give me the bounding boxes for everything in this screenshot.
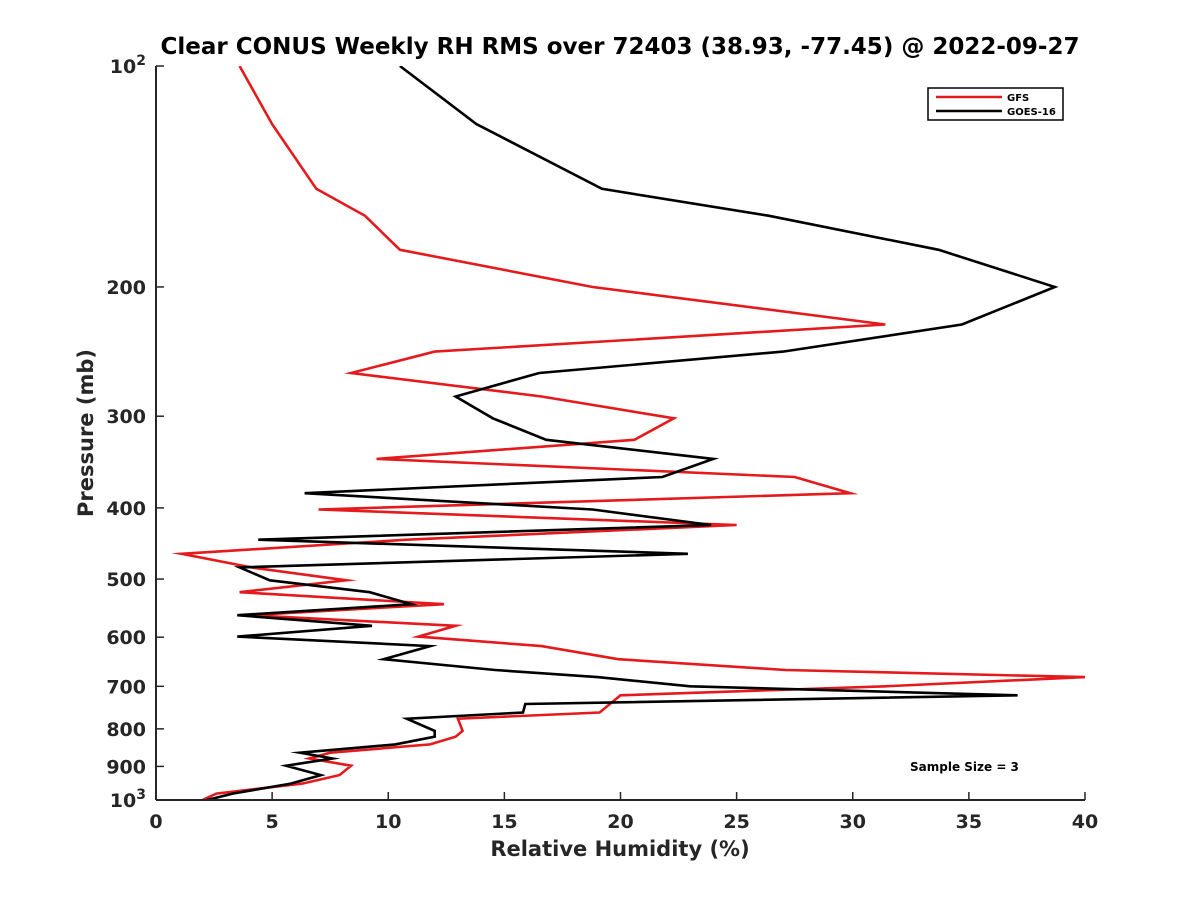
y-tick-label: 400 <box>106 498 146 520</box>
sample-size-annotation: Sample Size = 3 <box>910 760 1019 774</box>
x-tick-label: 5 <box>266 811 279 833</box>
series-line-gfs <box>171 66 1085 800</box>
y-tick-base: 10 <box>110 56 136 78</box>
x-tick-label: 0 <box>149 811 162 833</box>
y-tick-label: 102 <box>110 53 146 78</box>
ticks-layer: 0 5 10 15 20 25 30 35 40102200300400500600700800… <box>106 53 1098 833</box>
y-tick-label: 500 <box>106 569 146 591</box>
legend: GFS GOES-16 <box>927 87 1064 121</box>
x-tick-label: 25 <box>723 811 749 833</box>
x-axis-label: Relative Humidity (%) <box>490 837 749 861</box>
y-tick-label: 200 <box>106 277 146 299</box>
y-tick-label: 800 <box>106 719 146 741</box>
legend-label-goes16: GOES-16 <box>1007 107 1056 118</box>
legend-label-gfs: GFS <box>1007 93 1029 104</box>
legend-box <box>927 87 1064 121</box>
series-line-goes-16 <box>201 66 1059 800</box>
y-tick-label: 700 <box>106 676 146 698</box>
y-tick-label: 300 <box>106 406 146 428</box>
y-tick-exponent: 3 <box>136 787 146 803</box>
x-tick-label: 40 <box>1072 811 1098 833</box>
y-axis-label: Pressure (mb) <box>74 349 98 517</box>
x-tick-label: 10 <box>375 811 401 833</box>
x-tick-label: 20 <box>607 811 633 833</box>
x-tick-label: 15 <box>491 811 517 833</box>
y-tick-exponent: 2 <box>136 53 146 69</box>
x-tick-label: 30 <box>840 811 866 833</box>
chart-title: Clear CONUS Weekly RH RMS over 72403 (38… <box>161 34 1080 60</box>
y-tick-label: 103 <box>110 787 146 812</box>
series-layer <box>171 66 1085 800</box>
y-tick-label: 900 <box>106 756 146 778</box>
y-tick-base: 10 <box>110 790 136 812</box>
y-tick-label: 600 <box>106 627 146 649</box>
x-tick-label: 35 <box>956 811 982 833</box>
